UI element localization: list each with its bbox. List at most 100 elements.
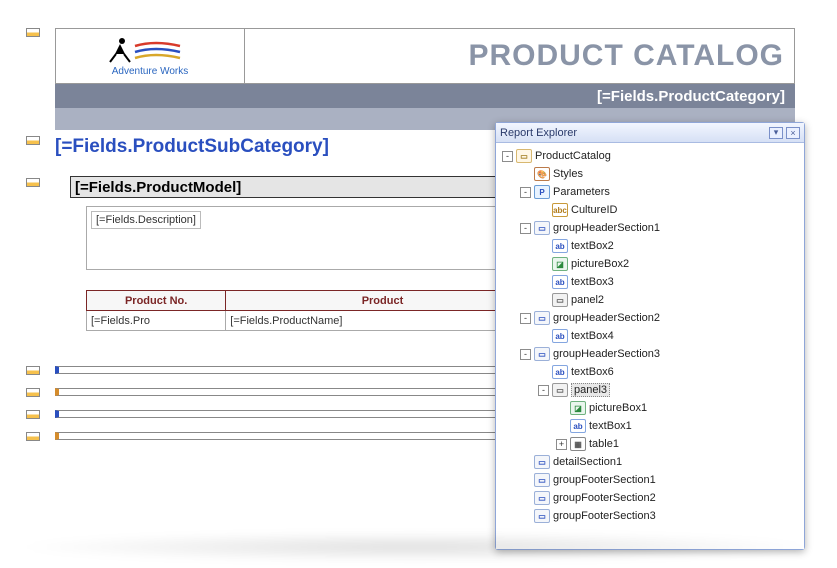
tree-node-label: ProductCatalog [535, 150, 611, 162]
tree-node[interactable]: ▭groupFooterSection1 [502, 471, 804, 489]
tree-node-label: groupHeaderSection3 [553, 348, 660, 360]
tree-spacer [556, 421, 567, 432]
tree-node-label: panel2 [571, 294, 604, 306]
section-marker[interactable] [26, 366, 40, 375]
tree-spacer [538, 277, 549, 288]
table-header-cell[interactable]: Product [226, 291, 539, 311]
tree-node-label: textBox6 [571, 366, 614, 378]
collapse-icon[interactable]: - [520, 187, 531, 198]
tree-spacer [556, 403, 567, 414]
tree-node-label: pictureBox1 [589, 402, 647, 414]
panel-dropdown-icon[interactable]: ▾ [769, 127, 783, 139]
tree-node-label: Styles [553, 168, 583, 180]
collapse-icon[interactable]: - [538, 385, 549, 396]
tree-node[interactable]: ◪pictureBox2 [502, 255, 804, 273]
collapse-icon[interactable]: - [520, 223, 531, 234]
tree-node-label: groupHeaderSection2 [553, 312, 660, 324]
section-icon: ▭ [534, 455, 550, 469]
section-icon: ▭ [534, 509, 550, 523]
section-marker[interactable] [26, 410, 40, 419]
tree-node[interactable]: -▭panel3 [502, 381, 804, 399]
section-icon: ▭ [534, 347, 550, 361]
collapse-icon[interactable]: - [520, 349, 531, 360]
tree-spacer [538, 205, 549, 216]
panel-close-icon[interactable]: × [786, 127, 800, 139]
tree-node[interactable]: ▭groupFooterSection2 [502, 489, 804, 507]
styles-icon: 🎨 [534, 167, 550, 181]
tree-node-label: textBox3 [571, 276, 614, 288]
tree-node[interactable]: abtextBox3 [502, 273, 804, 291]
adventure-works-logo-icon [100, 36, 200, 66]
tree-node-label: groupFooterSection2 [553, 492, 656, 504]
description-textbox[interactable]: [=Fields.Description] [91, 211, 201, 229]
collapse-icon[interactable]: - [502, 151, 513, 162]
tree-node-label: textBox4 [571, 330, 614, 342]
tree-spacer [520, 511, 531, 522]
params-icon: P [534, 185, 550, 199]
tree-node[interactable]: +▦table1 [502, 435, 804, 453]
tree-node[interactable]: -▭groupHeaderSection2 [502, 309, 804, 327]
tree-spacer [520, 169, 531, 180]
section-marker[interactable] [26, 178, 40, 187]
tree-node[interactable]: -▭groupHeaderSection1 [502, 219, 804, 237]
tree-spacer [538, 295, 549, 306]
section-marker[interactable] [26, 432, 40, 441]
report-explorer-panel: Report Explorer ▾ × -▭ProductCatalog🎨Sty… [495, 122, 805, 550]
tree-spacer [520, 457, 531, 468]
pic-icon: ◪ [552, 257, 568, 271]
text-icon: ab [552, 365, 568, 379]
section-marker[interactable] [26, 136, 40, 145]
tree-node[interactable]: abcCultureID [502, 201, 804, 219]
tree-node-label: table1 [589, 438, 619, 450]
table-cell[interactable]: [=Fields.ProductName] [226, 311, 539, 331]
tree-node[interactable]: abtextBox4 [502, 327, 804, 345]
tree-node[interactable]: abtextBox2 [502, 237, 804, 255]
tree-node[interactable]: 🎨Styles [502, 165, 804, 183]
tree-node[interactable]: -PParameters [502, 183, 804, 201]
tree-node-label: groupHeaderSection1 [553, 222, 660, 234]
tree-node[interactable]: -▭groupHeaderSection3 [502, 345, 804, 363]
section-icon: ▭ [534, 491, 550, 505]
section-marker[interactable] [26, 28, 40, 37]
tree-node-label: panel3 [571, 383, 610, 397]
tree-node[interactable]: ▭groupFooterSection3 [502, 507, 804, 525]
text-icon: ab [552, 275, 568, 289]
report-icon: ▭ [516, 149, 532, 163]
pic-icon: ◪ [570, 401, 586, 415]
tree-spacer [538, 241, 549, 252]
text-icon: ab [570, 419, 586, 433]
section-marker[interactable] [26, 388, 40, 397]
table-header-cell[interactable]: Product No. [87, 291, 226, 311]
abc-icon: abc [552, 203, 568, 217]
tree-node-label: textBox1 [589, 420, 632, 432]
collapse-icon[interactable]: - [520, 313, 531, 324]
tree-spacer [520, 475, 531, 486]
section-icon: ▭ [534, 473, 550, 487]
tree-node[interactable]: abtextBox1 [502, 417, 804, 435]
expand-icon[interactable]: + [556, 439, 567, 450]
tree-node[interactable]: ◪pictureBox1 [502, 399, 804, 417]
header-row: Adventure Works PRODUCT CATALOG [55, 28, 795, 84]
tree-node[interactable]: ▭panel2 [502, 291, 804, 309]
subcategory-textbox[interactable]: [=Fields.ProductSubCategory] [55, 136, 329, 158]
report-explorer-title: Report Explorer [500, 127, 577, 139]
tree-spacer [538, 331, 549, 342]
tree-node[interactable]: ▭detailSection1 [502, 453, 804, 471]
tree-node-label: CultureID [571, 204, 617, 216]
report-explorer-tree[interactable]: -▭ProductCatalog🎨Styles-PParametersabcCu… [496, 143, 804, 549]
section-icon: ▭ [534, 311, 550, 325]
report-title[interactable]: PRODUCT CATALOG [245, 28, 795, 84]
section-icon: ▭ [534, 221, 550, 235]
tree-node-label: Parameters [553, 186, 610, 198]
tree-spacer [520, 493, 531, 504]
report-explorer-titlebar[interactable]: Report Explorer ▾ × [496, 123, 804, 143]
tree-node-label: groupFooterSection1 [553, 474, 656, 486]
tree-node[interactable]: abtextBox6 [502, 363, 804, 381]
table-cell[interactable]: [=Fields.Pro [87, 311, 226, 331]
logo-picturebox[interactable]: Adventure Works [55, 28, 245, 84]
tree-node[interactable]: -▭ProductCatalog [502, 147, 804, 165]
tree-node-label: detailSection1 [553, 456, 622, 468]
category-bar[interactable]: [=Fields.ProductCategory] [55, 84, 795, 108]
report-designer-surface: Adventure Works PRODUCT CATALOG [=Fields… [10, 10, 820, 550]
tree-spacer [538, 367, 549, 378]
